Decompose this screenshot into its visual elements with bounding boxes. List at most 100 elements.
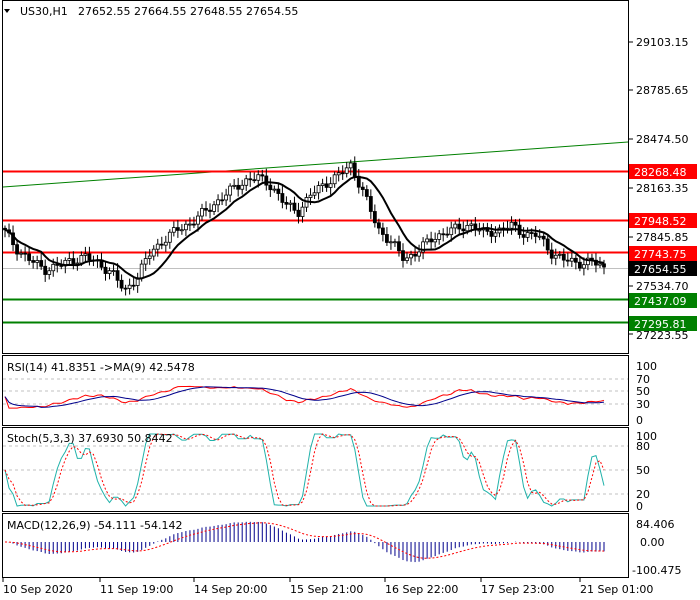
candle-body bbox=[143, 258, 148, 265]
candle-body bbox=[332, 174, 337, 185]
price-tick: 27845.85 bbox=[636, 231, 689, 244]
candle-body bbox=[256, 174, 261, 181]
candle-body bbox=[107, 270, 112, 274]
candle-body bbox=[364, 189, 369, 197]
stoch-tick: 20 bbox=[636, 488, 650, 501]
level-badge bbox=[629, 293, 697, 308]
candle-body bbox=[264, 175, 269, 186]
candle-body bbox=[236, 184, 241, 190]
candle-body bbox=[344, 167, 349, 174]
candle-body bbox=[232, 184, 237, 187]
level-lines[interactable] bbox=[3, 170, 628, 324]
level-badge bbox=[629, 246, 697, 261]
candle-body bbox=[192, 223, 196, 226]
candle-body bbox=[541, 235, 546, 240]
price-tick: 28163.35 bbox=[636, 182, 689, 195]
candle-body bbox=[220, 199, 224, 202]
candle-body bbox=[385, 234, 389, 243]
macd-tick: -100.475 bbox=[632, 564, 681, 577]
candle-body bbox=[115, 270, 120, 281]
macd-tick: 84.406 bbox=[636, 518, 675, 531]
candle-body bbox=[179, 229, 184, 232]
price-tick: 29103.15 bbox=[636, 36, 689, 49]
candle-body bbox=[380, 227, 385, 235]
stoch-tick: 80 bbox=[636, 440, 650, 453]
candle-body bbox=[437, 233, 442, 240]
candle-body bbox=[159, 243, 164, 246]
candle-body bbox=[533, 232, 538, 237]
candle-body bbox=[151, 248, 156, 257]
candle-body bbox=[457, 223, 462, 230]
trendline[interactable] bbox=[2, 141, 629, 188]
candle-body bbox=[47, 270, 52, 275]
level-label: 27437.09 bbox=[634, 295, 687, 308]
macd-signal-line bbox=[4, 522, 605, 559]
candle-body bbox=[308, 194, 313, 198]
candle-body bbox=[493, 232, 498, 237]
candle-body bbox=[348, 162, 353, 169]
candle-body bbox=[545, 238, 550, 251]
time-axis: 10 Sep 2020 11 Sep 19:00 14 Sep 20:00 15… bbox=[2, 578, 653, 596]
candlesticks bbox=[3, 156, 606, 296]
rsi-title: RSI(14) 41.8351 ->MA(9) 42.5478 bbox=[7, 361, 195, 374]
stoch-tick: 100 bbox=[636, 430, 657, 443]
symbol-label: US30,H1 bbox=[20, 5, 68, 18]
candle-body bbox=[204, 208, 208, 211]
level-badge bbox=[629, 316, 697, 331]
candle-body bbox=[39, 260, 44, 267]
stoch-signal-line bbox=[4, 433, 605, 507]
candle-body bbox=[393, 241, 397, 244]
price-tick: 28474.50 bbox=[636, 133, 689, 146]
price-tick: 28785.65 bbox=[636, 84, 689, 97]
candle-body bbox=[413, 253, 417, 257]
candle-body bbox=[23, 252, 28, 255]
candle-body bbox=[163, 241, 168, 246]
candle-body bbox=[312, 192, 317, 196]
candle-body bbox=[569, 257, 574, 262]
candle-body bbox=[509, 221, 514, 229]
rsi-ma-line bbox=[4, 386, 605, 408]
candle-body bbox=[155, 243, 160, 250]
candle-body bbox=[272, 188, 277, 191]
candle-body bbox=[119, 279, 124, 289]
candle-body bbox=[336, 172, 341, 176]
candle-body bbox=[577, 261, 582, 269]
candle-body bbox=[208, 209, 212, 212]
ohlc-readout: 27652.55 27664.55 27648.55 27654.55 bbox=[78, 5, 298, 18]
candle-body bbox=[368, 196, 373, 212]
candle-body bbox=[372, 211, 377, 224]
time-label: 16 Sep 22:00 bbox=[385, 583, 458, 596]
candle-body bbox=[461, 228, 466, 232]
time-label: 17 Sep 23:00 bbox=[481, 583, 554, 596]
time-label: 21 Sep 01:00 bbox=[580, 583, 653, 596]
candle-body bbox=[549, 249, 554, 259]
dropdown-icon bbox=[4, 9, 10, 13]
candle-body bbox=[276, 188, 281, 194]
candle-body bbox=[405, 257, 409, 261]
level-labels: 28268.48 27948.52 27743.75 27654.55 2743… bbox=[629, 164, 697, 331]
candle-body bbox=[171, 227, 176, 233]
candle-body bbox=[175, 227, 180, 231]
rsi-tick: 70 bbox=[636, 373, 650, 386]
candle-body bbox=[324, 183, 329, 188]
rsi-tick: 100 bbox=[636, 360, 657, 373]
current-price-badge bbox=[629, 261, 697, 276]
candle-body bbox=[320, 183, 325, 186]
candle-body bbox=[340, 172, 345, 175]
candle-body bbox=[127, 284, 132, 289]
candle-body bbox=[248, 178, 253, 181]
rsi-tick: 50 bbox=[636, 385, 650, 398]
stoch-tick: 50 bbox=[636, 464, 650, 477]
current-price-label: 27654.55 bbox=[634, 263, 687, 276]
time-label: 14 Sep 20:00 bbox=[194, 583, 267, 596]
level-badge bbox=[629, 164, 697, 179]
candle-body bbox=[529, 232, 534, 234]
candle-body bbox=[43, 265, 48, 275]
candle-body bbox=[244, 178, 249, 186]
candle-body bbox=[581, 264, 586, 269]
candle-body bbox=[292, 202, 297, 211]
time-label: 10 Sep 2020 bbox=[3, 583, 73, 596]
candle-body bbox=[75, 262, 80, 265]
candle-body bbox=[513, 221, 518, 226]
